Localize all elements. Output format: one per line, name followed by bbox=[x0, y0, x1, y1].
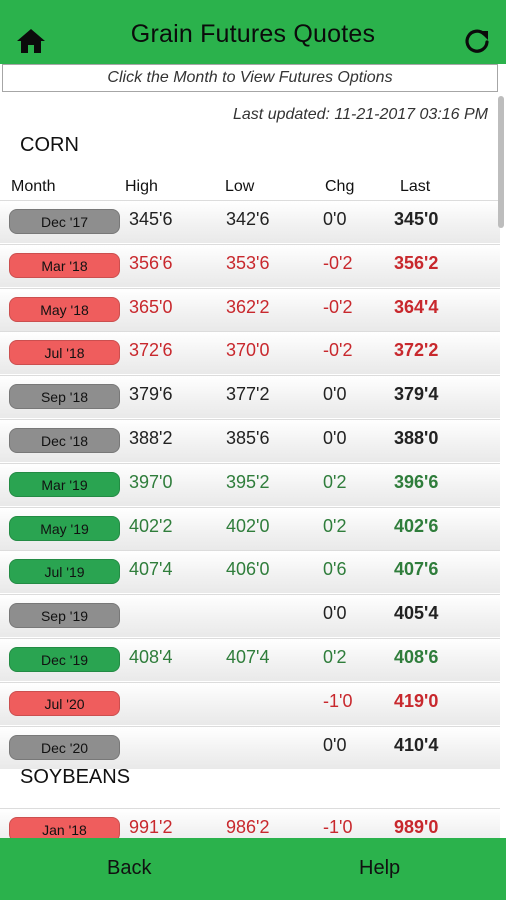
low-value: 377'2 bbox=[226, 384, 270, 405]
section-title-soybeans: SOYBEANS bbox=[20, 766, 131, 788]
column-header-chg: Chg bbox=[325, 178, 355, 195]
column-header-last: Last bbox=[400, 178, 431, 195]
column-header-high: High bbox=[125, 178, 158, 195]
low-value: 395'2 bbox=[226, 471, 270, 492]
last-value: 405'4 bbox=[394, 603, 439, 624]
table-row: May '18 365'0 362'2 -0'2 364'4 bbox=[0, 287, 500, 331]
last-value: 410'4 bbox=[394, 734, 439, 755]
change-value: -1'0 bbox=[323, 690, 353, 711]
month-button[interactable]: Jul '18 bbox=[9, 340, 120, 366]
quotes-list[interactable]: Last updated: 11-21-2017 03:16 PM CORN M… bbox=[0, 94, 506, 838]
table-row: Jul '19 407'4 406'0 0'6 407'6 bbox=[0, 550, 500, 594]
column-headers: Month High Low Chg Last bbox=[0, 178, 500, 200]
month-button[interactable]: Dec '18 bbox=[9, 428, 120, 453]
high-value: 397'0 bbox=[129, 471, 173, 492]
app-header: Grain Futures Quotes bbox=[0, 0, 506, 64]
high-value: 408'4 bbox=[129, 647, 173, 667]
refresh-icon[interactable] bbox=[462, 26, 492, 56]
change-value: 0'0 bbox=[323, 209, 347, 229]
high-value: 991'2 bbox=[129, 817, 173, 837]
table-row: Dec '18 388'2 385'6 0'0 388'0 bbox=[0, 419, 500, 462]
high-value: 379'6 bbox=[129, 384, 173, 405]
low-value: 986'2 bbox=[226, 817, 270, 837]
change-value: 0'0 bbox=[323, 428, 347, 448]
change-value: 0'0 bbox=[323, 384, 347, 405]
last-value: 364'4 bbox=[394, 296, 439, 317]
last-value: 407'6 bbox=[394, 559, 439, 580]
month-button[interactable]: Mar '18 bbox=[9, 252, 120, 278]
change-value: 0'2 bbox=[323, 647, 347, 667]
high-value: 356'6 bbox=[129, 252, 173, 273]
table-row: Jan '18 991'2 986'2 -1'0 989'0 bbox=[0, 808, 500, 838]
table-row: Mar '19 397'0 395'2 0'2 396'6 bbox=[0, 462, 500, 506]
month-button[interactable]: Sep '18 bbox=[9, 384, 120, 410]
scrollbar[interactable] bbox=[498, 96, 504, 228]
month-button[interactable]: Dec '17 bbox=[9, 209, 120, 234]
change-value: 0'2 bbox=[323, 515, 347, 536]
help-button[interactable]: Help bbox=[359, 857, 401, 879]
month-button[interactable]: Jul '20 bbox=[9, 690, 120, 716]
low-value: 406'0 bbox=[226, 559, 270, 580]
table-row: May '19 402'2 402'0 0'2 402'6 bbox=[0, 506, 500, 550]
low-value: 362'2 bbox=[226, 296, 270, 317]
month-button[interactable]: Jul '19 bbox=[9, 559, 120, 585]
last-value: 379'4 bbox=[394, 384, 439, 405]
low-value: 402'0 bbox=[226, 515, 270, 536]
page-title: Grain Futures Quotes bbox=[130, 20, 376, 48]
column-header-low: Low bbox=[225, 178, 255, 195]
last-value: 989'0 bbox=[394, 817, 439, 837]
table-row: Jul '20 -1'0 419'0 bbox=[0, 681, 500, 725]
last-value: 402'6 bbox=[394, 515, 439, 536]
last-value: 408'6 bbox=[394, 647, 439, 667]
last-value: 396'6 bbox=[394, 471, 439, 492]
month-button[interactable]: May '19 bbox=[9, 515, 120, 541]
back-button[interactable]: Back bbox=[107, 857, 152, 879]
change-value: 0'6 bbox=[323, 559, 347, 580]
table-row: Dec '19 408'4 407'4 0'2 408'6 bbox=[0, 638, 500, 681]
last-value: 372'2 bbox=[394, 340, 439, 361]
low-value: 385'6 bbox=[226, 428, 270, 448]
low-value: 370'0 bbox=[226, 340, 270, 361]
table-row: Sep '18 379'6 377'2 0'0 379'4 bbox=[0, 375, 500, 419]
high-value: 372'6 bbox=[129, 340, 173, 361]
high-value: 365'0 bbox=[129, 296, 173, 317]
app-footer: Back Help bbox=[0, 838, 506, 900]
high-value: 345'6 bbox=[129, 209, 173, 229]
column-header-month: Month bbox=[11, 178, 56, 195]
options-hint-banner: Click the Month to View Futures Options bbox=[2, 64, 498, 92]
table-row: Sep '19 0'0 405'4 bbox=[0, 594, 500, 638]
low-value: 407'4 bbox=[226, 647, 270, 667]
high-value: 402'2 bbox=[129, 515, 173, 536]
change-value: -0'2 bbox=[323, 340, 353, 361]
change-value: -0'2 bbox=[323, 296, 353, 317]
home-icon[interactable] bbox=[16, 28, 46, 54]
last-value: 388'0 bbox=[394, 428, 439, 448]
month-button[interactable]: Dec '20 bbox=[9, 734, 120, 760]
low-value: 353'6 bbox=[226, 252, 270, 273]
table-row: Dec '17 345'6 342'6 0'0 345'0 bbox=[0, 200, 500, 243]
month-button[interactable]: Dec '19 bbox=[9, 647, 120, 672]
month-button[interactable]: Jan '18 bbox=[9, 817, 120, 838]
change-value: -0'2 bbox=[323, 252, 353, 273]
month-button[interactable]: May '18 bbox=[9, 296, 120, 322]
change-value: -1'0 bbox=[323, 817, 353, 837]
table-row: Dec '20 0'0 410'4 bbox=[0, 725, 500, 769]
last-value: 419'0 bbox=[394, 690, 439, 711]
high-value: 407'4 bbox=[129, 559, 173, 580]
section-title-corn: CORN bbox=[20, 134, 79, 156]
change-value: 0'0 bbox=[323, 734, 347, 755]
change-value: 0'0 bbox=[323, 603, 347, 624]
high-value: 388'2 bbox=[129, 428, 173, 448]
last-value: 345'0 bbox=[394, 209, 439, 229]
low-value: 342'6 bbox=[226, 209, 270, 229]
last-updated-text: Last updated: 11-21-2017 03:16 PM bbox=[233, 106, 488, 123]
change-value: 0'2 bbox=[323, 471, 347, 492]
month-button[interactable]: Mar '19 bbox=[9, 471, 120, 497]
last-value: 356'2 bbox=[394, 252, 439, 273]
table-row: Mar '18 356'6 353'6 -0'2 356'2 bbox=[0, 243, 500, 287]
month-button[interactable]: Sep '19 bbox=[9, 603, 120, 629]
table-row: Jul '18 372'6 370'0 -0'2 372'2 bbox=[0, 331, 500, 375]
